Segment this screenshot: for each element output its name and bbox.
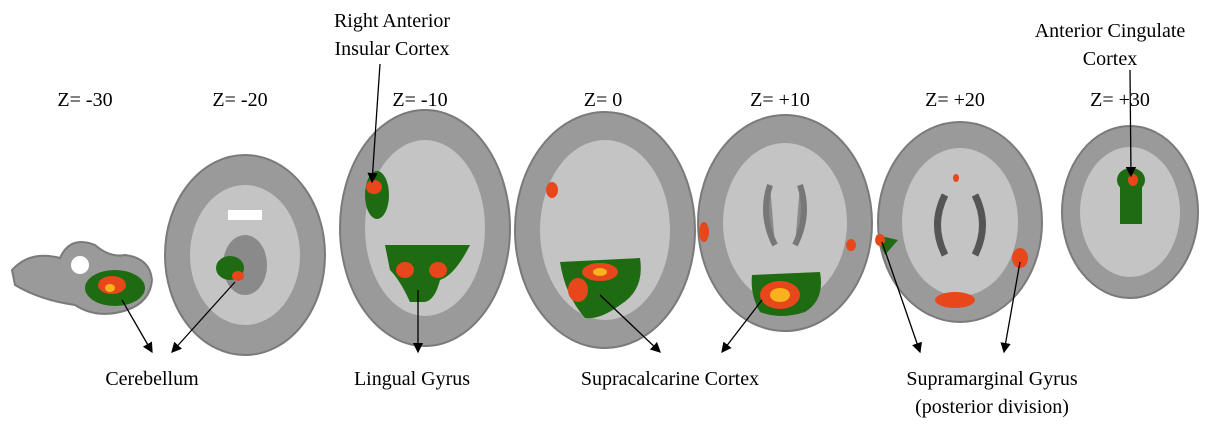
slice-label: Z= -10: [392, 89, 447, 111]
slice-label: Z= 0: [584, 89, 623, 111]
slice-label: Z= -20: [212, 89, 267, 111]
region-label: Lingual Gyrus: [354, 368, 470, 390]
arrow: [122, 300, 152, 352]
slice-image: [698, 115, 872, 331]
slice-image: [165, 155, 325, 355]
region-label: Insular Cortex: [335, 38, 450, 60]
slice-image: [875, 122, 1042, 322]
region-label: Cerebellum: [105, 368, 199, 390]
slice-image: [1062, 126, 1198, 298]
region-label: Supracalcarine Cortex: [581, 368, 759, 390]
slice-image: [515, 112, 695, 348]
slice-label: Z= +10: [750, 89, 810, 111]
slice-label: Z= +20: [925, 89, 985, 111]
region-label: Right Anterior: [334, 10, 450, 32]
slice-label: Z= +30: [1090, 89, 1150, 111]
region-label: Cortex: [1083, 48, 1137, 70]
figure: Z= -30 Z= -20 Z= -10 Z= 0 Z= +10 Z= +20 …: [0, 0, 1217, 425]
slice-image: [340, 110, 510, 346]
region-label: Anterior Cingulate: [1035, 20, 1186, 42]
slice-image: [12, 242, 152, 314]
region-label: (posterior division): [915, 396, 1069, 418]
region-label: Supramarginal Gyrus: [906, 368, 1077, 390]
slice-label: Z= -30: [57, 89, 112, 111]
